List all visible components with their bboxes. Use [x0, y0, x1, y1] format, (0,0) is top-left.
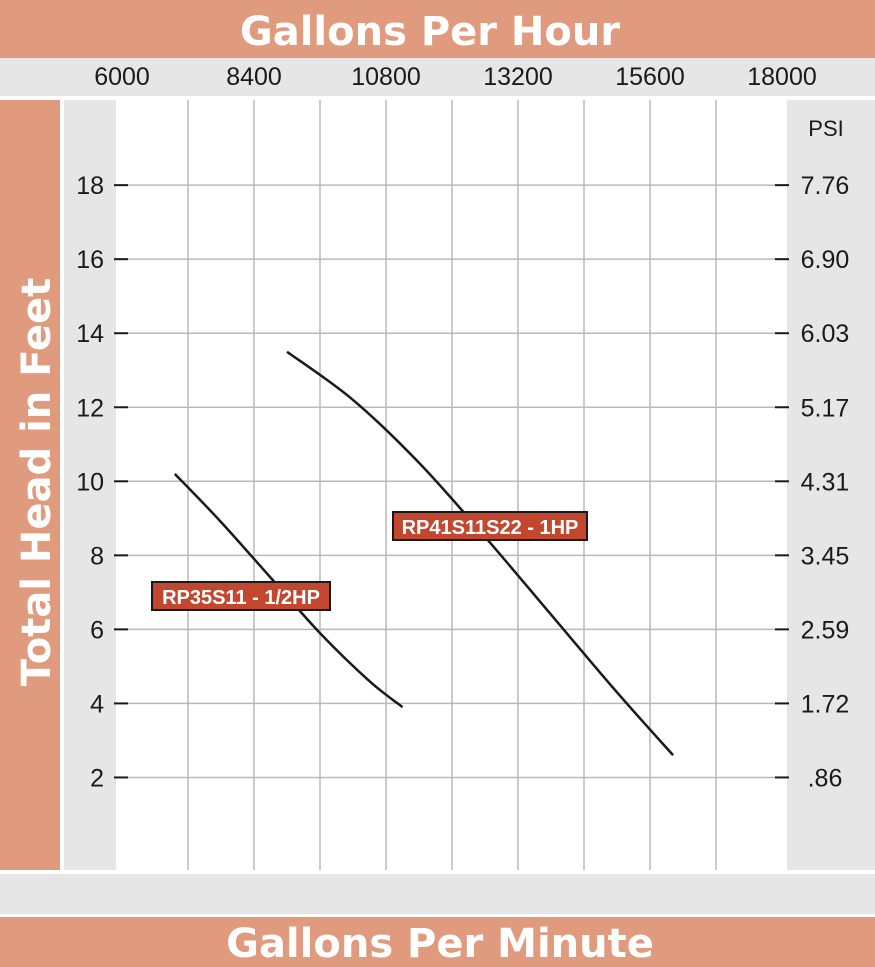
top-title: Gallons Per Hour — [240, 9, 620, 55]
y-tick-label: 2 — [90, 764, 104, 792]
x-top-tick-label: 18000 — [747, 63, 817, 91]
psi-tick-label: .86 — [808, 764, 843, 792]
bottom-tick-strip — [0, 874, 875, 914]
series-label-rp35: RP35S11 - 1/2HP — [151, 581, 331, 611]
y-tick-label: 4 — [90, 690, 104, 718]
bottom-title: Gallons Per Minute — [226, 921, 654, 967]
psi-tick-label: 5.17 — [801, 394, 850, 422]
y-tick-label: 18 — [76, 172, 104, 200]
series-label-rp41: RP41S11S22 - 1HP — [392, 511, 588, 541]
psi-tick-label: 3.45 — [801, 542, 850, 570]
psi-unit-label: PSI — [808, 116, 843, 141]
y-tick-label: 12 — [76, 394, 104, 422]
psi-tick-label: 1.72 — [801, 690, 850, 718]
y-tick-label: 16 — [76, 246, 104, 274]
psi-column — [787, 100, 875, 870]
x-top-tick-label: 15600 — [615, 63, 685, 91]
x-top-tick-label: 13200 — [483, 63, 553, 91]
x-top-tick-label: 6000 — [94, 63, 150, 91]
top-tick-strip — [0, 58, 875, 96]
x-top-tick-label: 10800 — [351, 63, 421, 91]
y-title-band — [0, 100, 60, 870]
series-label-rp41-text: RP41S11S22 - 1HP — [402, 517, 579, 539]
series-label-rp35-text: RP35S11 - 1/2HP — [162, 587, 320, 609]
top-title-band — [0, 0, 875, 58]
psi-tick-label: 2.59 — [801, 616, 850, 644]
left-tick-column — [64, 100, 116, 870]
y-tick-label: 8 — [90, 542, 104, 570]
psi-tick-label: 6.03 — [801, 320, 850, 348]
psi-tick-label: 7.76 — [801, 172, 850, 200]
bottom-title-band — [0, 917, 875, 967]
psi-tick-label: 4.31 — [801, 468, 850, 496]
y-tick-label: 14 — [76, 320, 104, 348]
psi-tick-label: 6.90 — [801, 246, 850, 274]
y-tick-label: 10 — [76, 468, 104, 496]
x-top-tick-label: 8400 — [226, 63, 282, 91]
y-tick-label: 6 — [90, 616, 104, 644]
y-title: Total Head in Feet — [14, 278, 60, 687]
grid — [114, 100, 789, 870]
